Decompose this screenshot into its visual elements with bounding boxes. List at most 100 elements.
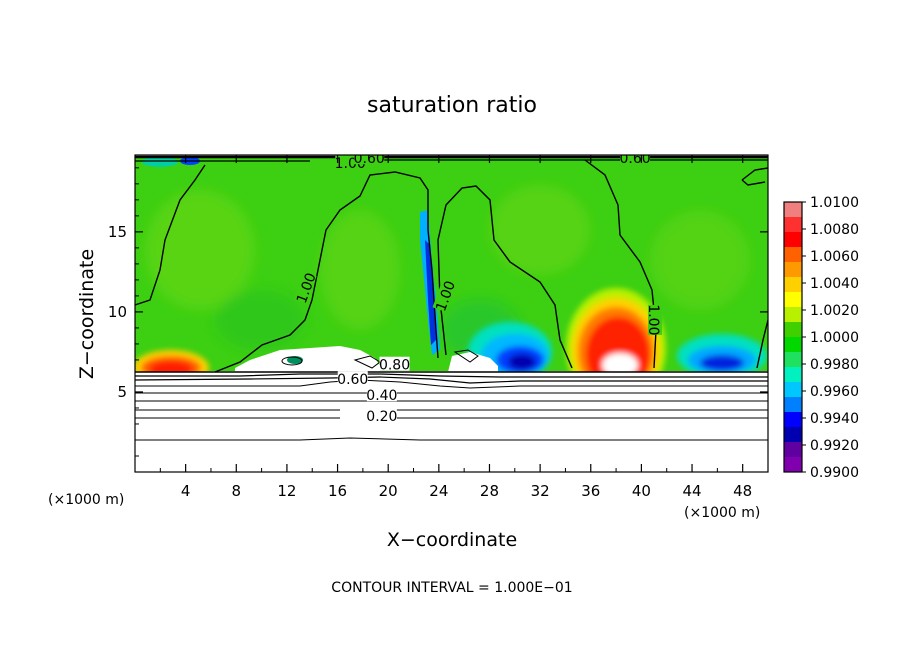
- subsaturated-region: [700, 355, 744, 371]
- colorbar-swatch: [784, 217, 802, 233]
- x-tick-label: 16: [328, 482, 347, 500]
- colorbar-label: 0.9920: [810, 438, 859, 454]
- contour-label-bg: [379, 356, 410, 371]
- colorbar-swatch: [784, 367, 802, 383]
- contour-label: 1.00: [645, 304, 661, 335]
- x-tick-label: 28: [480, 482, 499, 500]
- contour-label: 0.40: [366, 388, 397, 404]
- contour-label-bg: [337, 371, 368, 386]
- colorbar-label: 1.0060: [810, 249, 859, 265]
- light-green-patch: [145, 190, 255, 310]
- colorbar-swatch: [784, 352, 802, 368]
- y-tick-label: 5: [117, 383, 127, 401]
- dark-green-patch: [215, 290, 305, 350]
- x-axis: 4 8 12 16 20 24 28 32 36 40 44 48: [159, 155, 752, 500]
- contour-label-group: 0.80: [379, 356, 410, 374]
- colorbar-swatch: [784, 442, 802, 458]
- colorbar-label: 0.9940: [810, 411, 859, 427]
- light-green-patch: [490, 185, 590, 275]
- colorbar-label: 0.9900: [810, 465, 859, 481]
- contour-label: 0.60: [619, 151, 650, 167]
- chart-title: saturation ratio: [367, 93, 537, 118]
- contour-labels: 0.200.400.600.801.00 1.001.001.000.60 0.60: [293, 151, 663, 425]
- colorbar-swatch: [784, 427, 802, 443]
- contour-label: 0.80: [379, 358, 410, 374]
- x-tick-label: 20: [379, 482, 398, 500]
- colorbar-swatch: [784, 337, 802, 353]
- y-axis-title: Z−coordinate: [76, 249, 98, 379]
- x-tick-label: 8: [232, 482, 242, 500]
- colorbar-swatch: [784, 307, 802, 323]
- contour-label-bg: [432, 279, 456, 313]
- colorbar-label: 0.9980: [810, 357, 859, 373]
- colorbar-label: 0.9960: [810, 384, 859, 400]
- cloud-free-region: [448, 352, 498, 372]
- subsaturated-region: [508, 354, 536, 370]
- contour-label-bg: [366, 407, 397, 422]
- x-tick-label: 36: [581, 482, 600, 500]
- contour-line: [135, 164, 206, 306]
- colorbar-swatch: [784, 382, 802, 398]
- contour-line: [756, 319, 768, 369]
- contour-line: [453, 349, 479, 363]
- contour-label: 0.60: [337, 372, 368, 388]
- contour-label-bg: [293, 271, 317, 305]
- contour-label: 0.20: [366, 409, 397, 425]
- colorbar-label: 1.0020: [810, 303, 859, 319]
- light-green-patch: [320, 210, 400, 330]
- colorbar-swatch: [784, 202, 802, 218]
- y-axis: 5 10 15: [108, 167, 768, 457]
- contour-label-bg: [620, 155, 651, 165]
- supersaturated-region-right: [602, 353, 638, 377]
- x-tick-label: 4: [181, 482, 191, 500]
- contour-label-group: 0.20: [366, 407, 397, 425]
- x-tick-label: 32: [531, 482, 550, 500]
- colorbar-swatch: [784, 262, 802, 278]
- colorbar-swatch: [784, 457, 802, 473]
- contour-loop: [281, 356, 303, 366]
- contour-line: [135, 379, 768, 389]
- light-green-patch: [650, 210, 750, 310]
- x-tick-label: 44: [682, 482, 701, 500]
- x-unit-right: (×1000 m): [684, 505, 760, 521]
- contour-label-bg: [648, 304, 663, 335]
- colorbar-swatch: [784, 247, 802, 263]
- contour-label-group: 0.60: [619, 151, 651, 167]
- contour-line: [214, 171, 439, 373]
- x-tick-label: 48: [733, 482, 752, 500]
- contour-label-group: 0.60: [337, 371, 368, 388]
- contour-label-bg: [354, 155, 385, 165]
- x-tick-label: 24: [429, 482, 448, 500]
- contour-label: 0.60: [354, 151, 385, 167]
- plot-frame: [134, 154, 769, 473]
- contour-line: [135, 376, 768, 384]
- y-tick-label: 10: [108, 303, 127, 321]
- colorbar-swatch: [784, 292, 802, 308]
- contour-line: [437, 185, 573, 369]
- contour-line: [135, 437, 768, 441]
- contour-lines: [135, 155, 768, 441]
- colorbar-label: 1.0040: [810, 276, 859, 292]
- heatmap-field: [135, 155, 768, 472]
- x-tick-label: 40: [632, 482, 651, 500]
- colorbar-swatch: [784, 277, 802, 293]
- contour-line: [135, 373, 768, 378]
- x-axis-title: X−coordinate: [387, 529, 517, 551]
- contour-line: [135, 159, 768, 162]
- y-tick-label: 15: [108, 223, 127, 241]
- colorbar-swatch: [784, 412, 802, 428]
- colorbar-swatch: [784, 232, 802, 248]
- contour-label-group: 1.00: [645, 304, 663, 335]
- colorbar-swatch: [784, 322, 802, 338]
- x-tick-label: 12: [277, 482, 296, 500]
- colorbar-label: 1.0000: [810, 330, 859, 346]
- colorbar-label: 1.0100: [810, 195, 859, 211]
- contour-label-group: 0.60: [354, 151, 385, 167]
- cloud-free-region: [235, 346, 380, 372]
- contour-label-group: 0.40: [366, 387, 397, 404]
- top-edge-feature: [142, 157, 178, 167]
- colorbar: 1.0100 1.0080 1.0060 1.0040 1.0020 1.0000 0.99…: [783, 195, 859, 481]
- lower-dry-region: [135, 372, 768, 472]
- colorbar-swatch: [784, 397, 802, 413]
